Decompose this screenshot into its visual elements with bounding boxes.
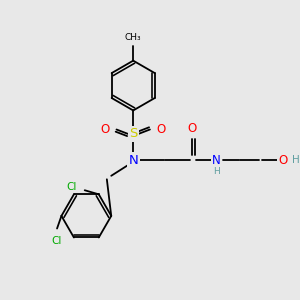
Text: CH₃: CH₃ bbox=[125, 33, 142, 42]
Text: H: H bbox=[213, 167, 220, 176]
Text: O: O bbox=[101, 123, 110, 136]
Text: S: S bbox=[129, 128, 137, 140]
Text: O: O bbox=[278, 154, 287, 167]
Text: N: N bbox=[128, 154, 138, 167]
Text: Cl: Cl bbox=[67, 182, 77, 192]
Text: O: O bbox=[187, 122, 196, 135]
Text: Cl: Cl bbox=[52, 236, 62, 246]
Text: H: H bbox=[292, 155, 300, 165]
Text: N: N bbox=[212, 154, 221, 167]
Text: O: O bbox=[156, 123, 166, 136]
